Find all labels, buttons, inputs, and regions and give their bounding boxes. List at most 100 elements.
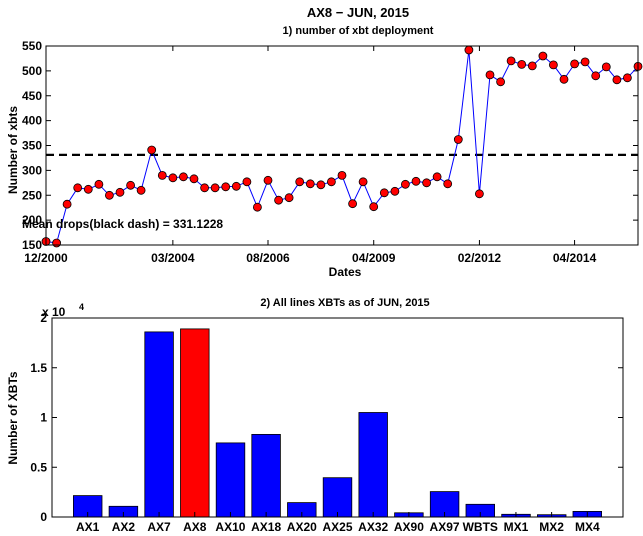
x-tick-label: AX25 xyxy=(322,520,352,534)
series-points xyxy=(41,45,643,248)
data-point xyxy=(210,183,220,193)
x-tick-label: AX7 xyxy=(147,520,171,534)
data-point xyxy=(337,170,347,180)
data-point xyxy=(274,195,284,205)
bar-ax10 xyxy=(215,442,246,518)
y-axis-label: Number of xbts xyxy=(6,106,20,194)
data-point xyxy=(189,174,199,184)
data-point xyxy=(538,51,548,61)
mean-annotation: Mean drops(black dash) = 331.1228 xyxy=(22,217,223,231)
data-point xyxy=(263,175,273,185)
data-point xyxy=(348,199,358,209)
y-tick-label: 500 xyxy=(22,64,42,78)
data-point xyxy=(157,170,167,180)
data-point xyxy=(231,181,241,191)
y-tick-label: 1.5 xyxy=(30,361,47,375)
data-point xyxy=(105,190,114,200)
data-point xyxy=(295,177,305,187)
x-tick-label: AX32 xyxy=(358,520,388,534)
data-point xyxy=(369,202,379,212)
bar-ax25 xyxy=(322,477,353,518)
bar-ax18 xyxy=(251,433,281,518)
x-tick-label: AX20 xyxy=(287,520,317,534)
data-point xyxy=(601,62,611,72)
data-point xyxy=(326,177,336,187)
y-tick-label: 400 xyxy=(22,114,42,128)
data-point xyxy=(73,183,83,193)
x-tick-label: AX8 xyxy=(183,520,207,534)
x-tick-label: 02/2012 xyxy=(458,251,502,265)
data-point xyxy=(284,193,294,203)
y-tick-label: 550 xyxy=(22,39,42,53)
data-point xyxy=(83,184,93,194)
data-point xyxy=(252,202,262,212)
all-lines-xbt-bar-chart: 2) All lines XBTs as of JUN, 2015 x 10 4… xyxy=(6,297,624,534)
x-axis-ticks: 12/2000 03/2004 08/2006 04/2009 02/2012 04/20… xyxy=(24,46,597,265)
data-point xyxy=(570,59,579,69)
y-tick-label: 200 xyxy=(22,213,42,227)
y-tick-label: 250 xyxy=(22,188,42,202)
y-axis-ticks: 150 200 250 300 350 400 450 500 550 xyxy=(22,39,638,252)
data-point xyxy=(62,199,72,209)
data-point xyxy=(52,238,61,248)
bar-ax32 xyxy=(358,412,388,518)
x-tick-label: AX1 xyxy=(76,520,100,534)
data-point xyxy=(559,74,569,84)
x-tick-label: WBTS xyxy=(463,520,498,534)
data-point xyxy=(580,57,590,67)
data-point xyxy=(400,179,410,189)
chart-title: 2) All lines XBTs as of JUN, 2015 xyxy=(260,297,429,309)
y-exponent-power: 4 xyxy=(79,302,84,312)
data-point xyxy=(221,182,231,192)
data-point xyxy=(147,145,157,155)
data-point xyxy=(549,60,558,70)
x-tick-label: AX90 xyxy=(394,520,424,534)
data-point xyxy=(612,75,622,85)
y-exponent-label: x 10 xyxy=(42,305,66,319)
y-tick-label: 1 xyxy=(40,411,47,425)
data-point xyxy=(464,45,474,55)
data-point xyxy=(126,180,136,190)
x-tick-label: 04/2014 xyxy=(553,251,597,265)
bar-ax7 xyxy=(144,331,174,518)
y-tick-label: 350 xyxy=(22,139,42,153)
data-point xyxy=(316,180,326,190)
data-point xyxy=(474,189,484,199)
bar-ax8 xyxy=(180,328,210,518)
y-tick-label: 2 xyxy=(40,311,47,325)
data-point xyxy=(305,179,315,189)
x-tick-label: 04/2009 xyxy=(352,251,396,265)
x-axis-label: Dates xyxy=(329,265,362,279)
data-point xyxy=(443,179,453,189)
data-point xyxy=(591,71,601,81)
plot-frame xyxy=(45,45,639,246)
data-point xyxy=(432,172,442,182)
data-point xyxy=(496,77,506,87)
data-point xyxy=(94,179,104,189)
chart-title: AX8 − JUN, 2015 xyxy=(307,5,409,20)
data-point xyxy=(411,176,421,186)
y-tick-label: 450 xyxy=(22,89,42,103)
y-axis-label: Number of XBTs xyxy=(6,371,20,464)
x-tick-label: AX18 xyxy=(251,520,281,534)
data-point xyxy=(506,56,516,66)
data-point xyxy=(178,172,188,182)
data-point xyxy=(517,60,527,69)
x-tick-label: 12/2000 xyxy=(24,251,68,265)
data-point xyxy=(527,61,537,71)
x-axis-ticks: AX1 AX2 AX7 AX8 AX10 AX18 AX20 AX25 AX32 AX90 AX97… xyxy=(76,512,600,534)
data-point xyxy=(623,73,632,83)
x-tick-label: MX2 xyxy=(539,520,564,534)
data-point xyxy=(485,70,495,80)
y-tick-label: 0.5 xyxy=(30,460,47,474)
data-point xyxy=(168,173,178,183)
chart-subtitle: 1) number of xbt deployment xyxy=(283,25,434,37)
data-point xyxy=(115,187,125,197)
data-point xyxy=(136,185,146,195)
x-tick-label: AX2 xyxy=(112,520,136,534)
data-point xyxy=(422,178,432,188)
data-point xyxy=(390,186,400,196)
y-tick-label: 0 xyxy=(40,510,47,524)
y-tick-label: 300 xyxy=(22,163,42,177)
